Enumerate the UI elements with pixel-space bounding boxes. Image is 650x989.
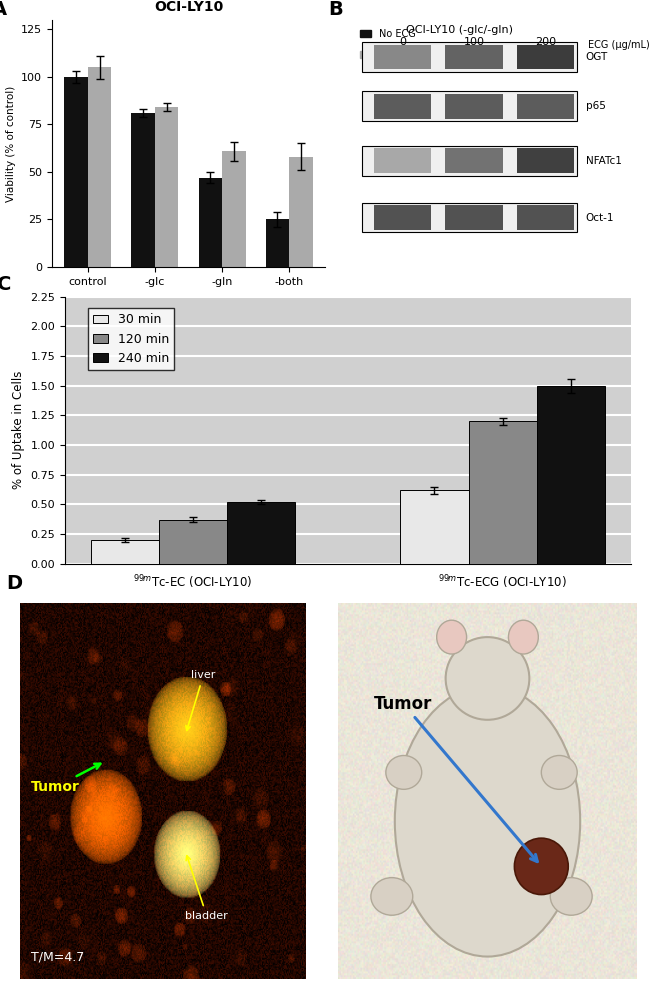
Text: D: D — [6, 574, 23, 592]
Text: 0: 0 — [399, 37, 406, 46]
Bar — [363, 91, 577, 121]
Ellipse shape — [551, 877, 592, 915]
Y-axis label: Viability (% of control): Viability (% of control) — [6, 85, 16, 202]
Bar — [445, 205, 502, 229]
Ellipse shape — [386, 756, 422, 789]
Legend: 30 min, 120 min, 240 min: 30 min, 120 min, 240 min — [88, 309, 174, 370]
Text: Tumor: Tumor — [374, 694, 538, 861]
Ellipse shape — [508, 620, 538, 654]
Bar — [88, 67, 111, 267]
Text: C: C — [0, 275, 12, 295]
Bar — [266, 220, 289, 267]
Bar — [363, 42, 577, 71]
Text: Oct-1: Oct-1 — [586, 213, 614, 223]
Bar — [374, 205, 431, 229]
Bar — [445, 94, 502, 119]
Text: B: B — [328, 0, 343, 19]
Text: 200: 200 — [535, 37, 556, 46]
Y-axis label: % of Uptake in Cells: % of Uptake in Cells — [12, 371, 25, 490]
Bar — [445, 45, 502, 69]
Ellipse shape — [437, 620, 467, 654]
Bar — [445, 148, 502, 173]
Bar — [374, 94, 431, 119]
Text: OGT: OGT — [586, 51, 608, 62]
Text: ECG (μg/mL): ECG (μg/mL) — [588, 40, 650, 49]
Bar — [517, 205, 574, 229]
Bar — [400, 491, 469, 564]
Bar — [374, 45, 431, 69]
Text: 100: 100 — [463, 37, 484, 46]
Ellipse shape — [514, 838, 568, 894]
Bar — [222, 151, 246, 267]
Ellipse shape — [541, 756, 577, 789]
Ellipse shape — [395, 686, 580, 956]
Text: NFATc1: NFATc1 — [586, 155, 621, 166]
Text: bladder: bladder — [185, 855, 228, 921]
Text: A: A — [0, 0, 7, 19]
Text: T/M=4.7: T/M=4.7 — [31, 950, 84, 963]
Text: Tumor: Tumor — [31, 764, 100, 794]
Bar — [198, 178, 222, 267]
Bar — [91, 540, 159, 564]
Bar — [64, 77, 88, 267]
Title: OCI-LY10: OCI-LY10 — [154, 0, 223, 15]
Ellipse shape — [446, 637, 529, 720]
Bar — [363, 145, 577, 176]
Text: liver: liver — [186, 671, 216, 731]
Ellipse shape — [371, 877, 413, 915]
Bar — [159, 520, 227, 564]
Text: OCI-LY10 (-glc/-gln): OCI-LY10 (-glc/-gln) — [406, 25, 514, 35]
Bar — [517, 94, 574, 119]
Bar — [363, 203, 577, 232]
Bar — [289, 156, 313, 267]
Bar — [374, 148, 431, 173]
Bar — [469, 421, 537, 564]
Bar — [227, 502, 295, 564]
Bar — [537, 386, 604, 564]
Bar — [155, 107, 179, 267]
Bar — [131, 113, 155, 267]
Bar — [517, 45, 574, 69]
Bar — [517, 148, 574, 173]
Legend: No ECG, +ECG
(200 μg/mL): No ECG, +ECG (200 μg/mL) — [356, 25, 443, 69]
Text: p65: p65 — [586, 101, 605, 112]
